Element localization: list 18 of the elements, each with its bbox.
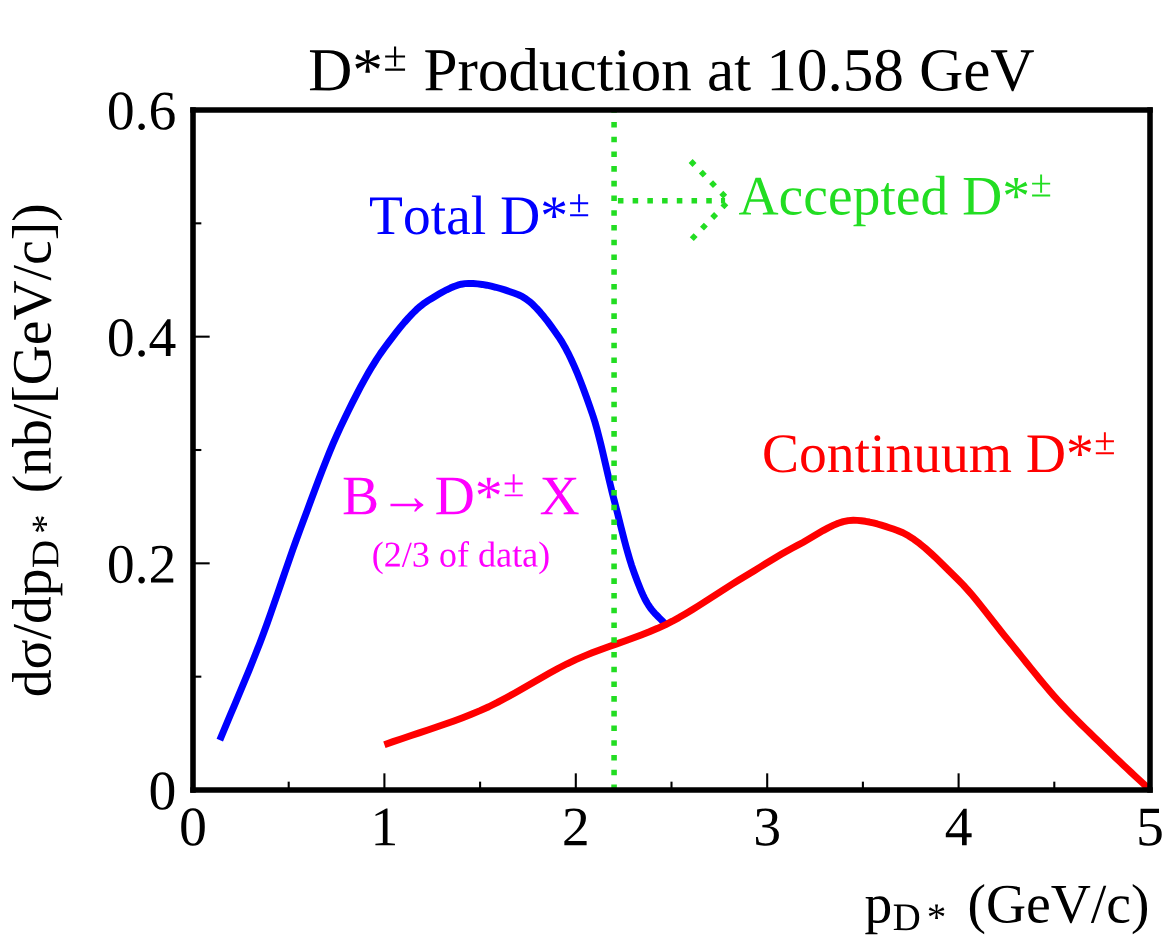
annotation: B→D*$^{±}$ X xyxy=(343,474,579,515)
series-label: Continuum D*$^{±}$ xyxy=(764,432,1114,473)
x-axis-title: p$_{D*}$ (GeV/c) xyxy=(865,883,1148,935)
series-label: Total D*$^{±}$ xyxy=(370,194,589,235)
chart-title: D*$^{±}$ Production at 10.58 GeV xyxy=(309,46,1034,92)
x-tick-label: 5 xyxy=(1139,808,1162,846)
y-tick-label: 0 xyxy=(150,772,175,810)
x-tick-label: 1 xyxy=(375,808,395,846)
x-tick-label: 0 xyxy=(181,808,205,846)
y-axis-title: dσ/dp$_{D*}$ (nb/[GeV/c]) xyxy=(12,205,63,696)
x-tick-label: 2 xyxy=(564,808,587,846)
annotation: Accepted D*$^{±}$ xyxy=(739,174,1051,227)
y-tick-label: 0.6 xyxy=(109,92,175,131)
annotation: (2/3 of data) xyxy=(373,541,549,575)
y-tick-label: 0.4 xyxy=(109,319,176,357)
x-tick-label: 4 xyxy=(945,808,972,846)
x-tick-label: 3 xyxy=(755,808,779,846)
y-tick-label: 0.2 xyxy=(109,545,174,584)
